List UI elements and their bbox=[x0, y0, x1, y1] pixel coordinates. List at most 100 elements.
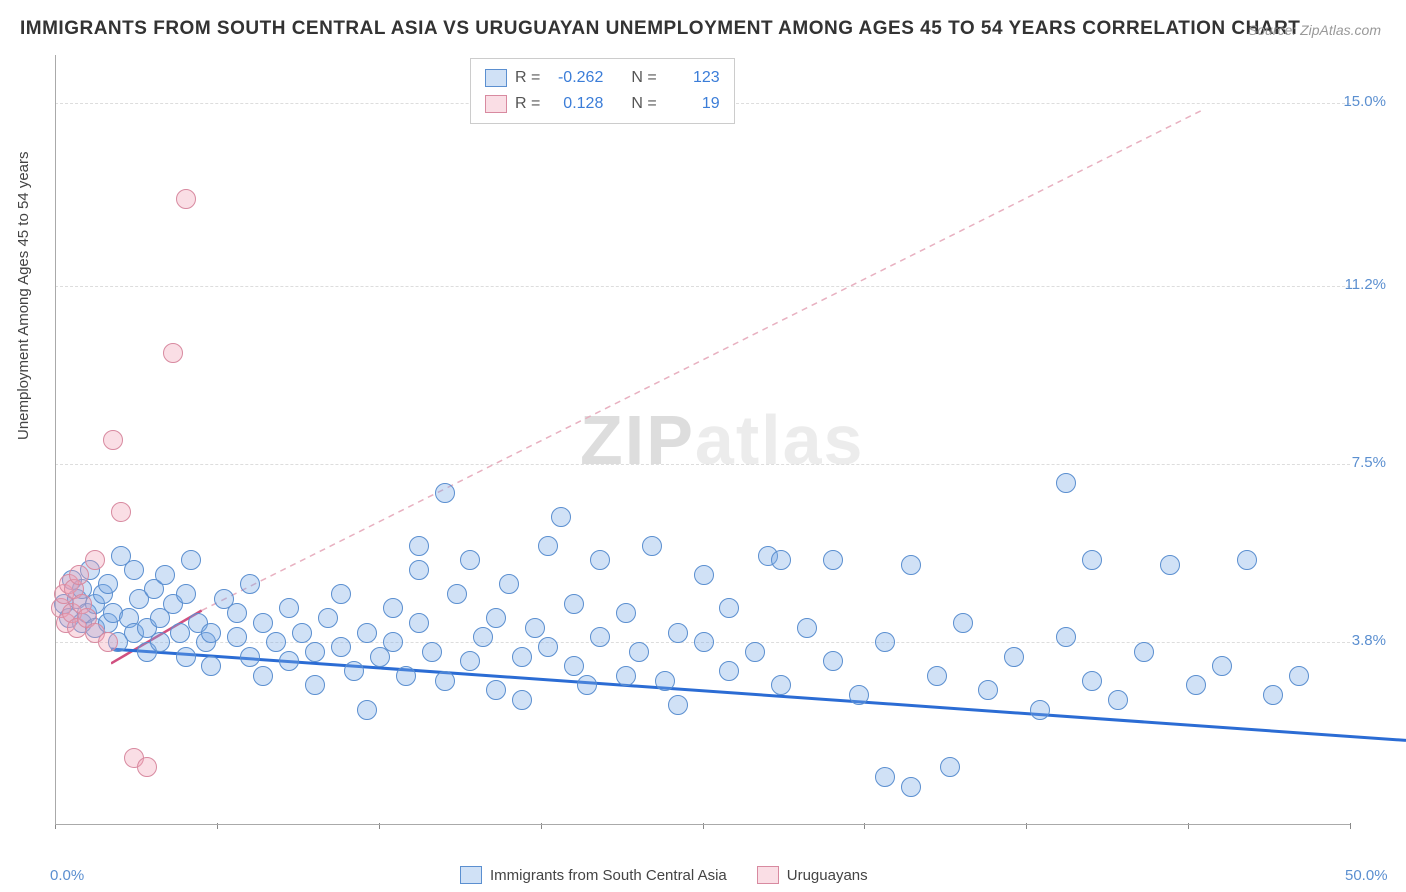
data-point bbox=[396, 666, 416, 686]
y-tick-label: 11.2% bbox=[1345, 276, 1386, 293]
y-tick-label: 7.5% bbox=[1352, 454, 1386, 471]
data-point bbox=[616, 666, 636, 686]
data-point bbox=[927, 666, 947, 686]
data-point bbox=[564, 594, 584, 614]
data-point bbox=[435, 483, 455, 503]
data-point bbox=[253, 613, 273, 633]
data-point bbox=[525, 618, 545, 638]
data-point bbox=[422, 642, 442, 662]
data-point bbox=[1263, 685, 1283, 705]
data-point bbox=[163, 343, 183, 363]
legend-label-b: Uruguayans bbox=[787, 867, 868, 884]
data-point bbox=[1082, 550, 1102, 570]
data-point bbox=[473, 627, 493, 647]
data-point bbox=[266, 632, 286, 652]
data-point bbox=[797, 618, 817, 638]
y-tick-label: 15.0% bbox=[1343, 93, 1386, 110]
chart-title: IMMIGRANTS FROM SOUTH CENTRAL ASIA VS UR… bbox=[20, 18, 1300, 40]
data-point bbox=[719, 598, 739, 618]
data-point bbox=[124, 560, 144, 580]
data-point bbox=[551, 507, 571, 527]
data-point bbox=[344, 661, 364, 681]
data-point bbox=[240, 574, 260, 594]
data-point bbox=[940, 757, 960, 777]
data-point bbox=[176, 584, 196, 604]
data-point bbox=[590, 627, 610, 647]
swatch-series-b bbox=[757, 866, 779, 884]
data-point bbox=[435, 671, 455, 691]
legend: Immigrants from South Central Asia Urugu… bbox=[460, 866, 868, 884]
data-point bbox=[176, 647, 196, 667]
data-point bbox=[538, 536, 558, 556]
data-point bbox=[305, 675, 325, 695]
data-point bbox=[227, 627, 247, 647]
legend-item-a: Immigrants from South Central Asia bbox=[460, 866, 727, 884]
data-point bbox=[719, 661, 739, 681]
data-point bbox=[176, 189, 196, 209]
data-point bbox=[137, 757, 157, 777]
r-value-b: 0.128 bbox=[548, 91, 603, 117]
data-point bbox=[512, 690, 532, 710]
r-value-a: -0.262 bbox=[548, 65, 603, 91]
data-point bbox=[1108, 690, 1128, 710]
data-point bbox=[823, 550, 843, 570]
data-point bbox=[978, 680, 998, 700]
data-point bbox=[694, 565, 714, 585]
data-point bbox=[538, 637, 558, 657]
data-point bbox=[98, 632, 118, 652]
data-point bbox=[150, 632, 170, 652]
n-label: N = bbox=[631, 91, 656, 117]
data-point bbox=[590, 550, 610, 570]
data-point bbox=[240, 647, 260, 667]
data-point bbox=[655, 671, 675, 691]
y-tick-label: 3.8% bbox=[1352, 632, 1386, 649]
source-attribution: Source: ZipAtlas.com bbox=[1248, 22, 1381, 38]
data-point bbox=[460, 651, 480, 671]
data-point bbox=[85, 550, 105, 570]
x-tick-label: 50.0% bbox=[1345, 867, 1388, 884]
data-point bbox=[1082, 671, 1102, 691]
data-point bbox=[103, 430, 123, 450]
data-point bbox=[383, 598, 403, 618]
data-point bbox=[279, 651, 299, 671]
data-point bbox=[629, 642, 649, 662]
data-point bbox=[227, 603, 247, 623]
data-point bbox=[279, 598, 299, 618]
data-point bbox=[1030, 700, 1050, 720]
y-axis-label: Unemployment Among Ages 45 to 54 years bbox=[15, 151, 32, 440]
data-point bbox=[69, 565, 89, 585]
data-point bbox=[1056, 627, 1076, 647]
data-point bbox=[901, 777, 921, 797]
data-point bbox=[1160, 555, 1180, 575]
data-point bbox=[694, 632, 714, 652]
data-point bbox=[201, 656, 221, 676]
data-point bbox=[98, 574, 118, 594]
trend-lines bbox=[111, 110, 1406, 880]
data-point bbox=[181, 550, 201, 570]
data-point bbox=[357, 700, 377, 720]
data-point bbox=[564, 656, 584, 676]
chart-plot-area bbox=[55, 55, 1350, 825]
data-point bbox=[1056, 473, 1076, 493]
data-point bbox=[771, 550, 791, 570]
swatch-series-b bbox=[485, 95, 507, 113]
data-point bbox=[849, 685, 869, 705]
data-point bbox=[155, 565, 175, 585]
r-label: R = bbox=[515, 65, 540, 91]
data-point bbox=[409, 536, 429, 556]
data-point bbox=[1004, 647, 1024, 667]
n-value-b: 19 bbox=[665, 91, 720, 117]
n-label: N = bbox=[631, 65, 656, 91]
data-point bbox=[901, 555, 921, 575]
data-point bbox=[1212, 656, 1232, 676]
data-point bbox=[1134, 642, 1154, 662]
data-point bbox=[201, 623, 221, 643]
n-value-a: 123 bbox=[665, 65, 720, 91]
data-point bbox=[512, 647, 532, 667]
data-point bbox=[668, 695, 688, 715]
data-point bbox=[1237, 550, 1257, 570]
data-point bbox=[383, 632, 403, 652]
data-point bbox=[1186, 675, 1206, 695]
data-point bbox=[292, 623, 312, 643]
legend-label-a: Immigrants from South Central Asia bbox=[490, 867, 727, 884]
